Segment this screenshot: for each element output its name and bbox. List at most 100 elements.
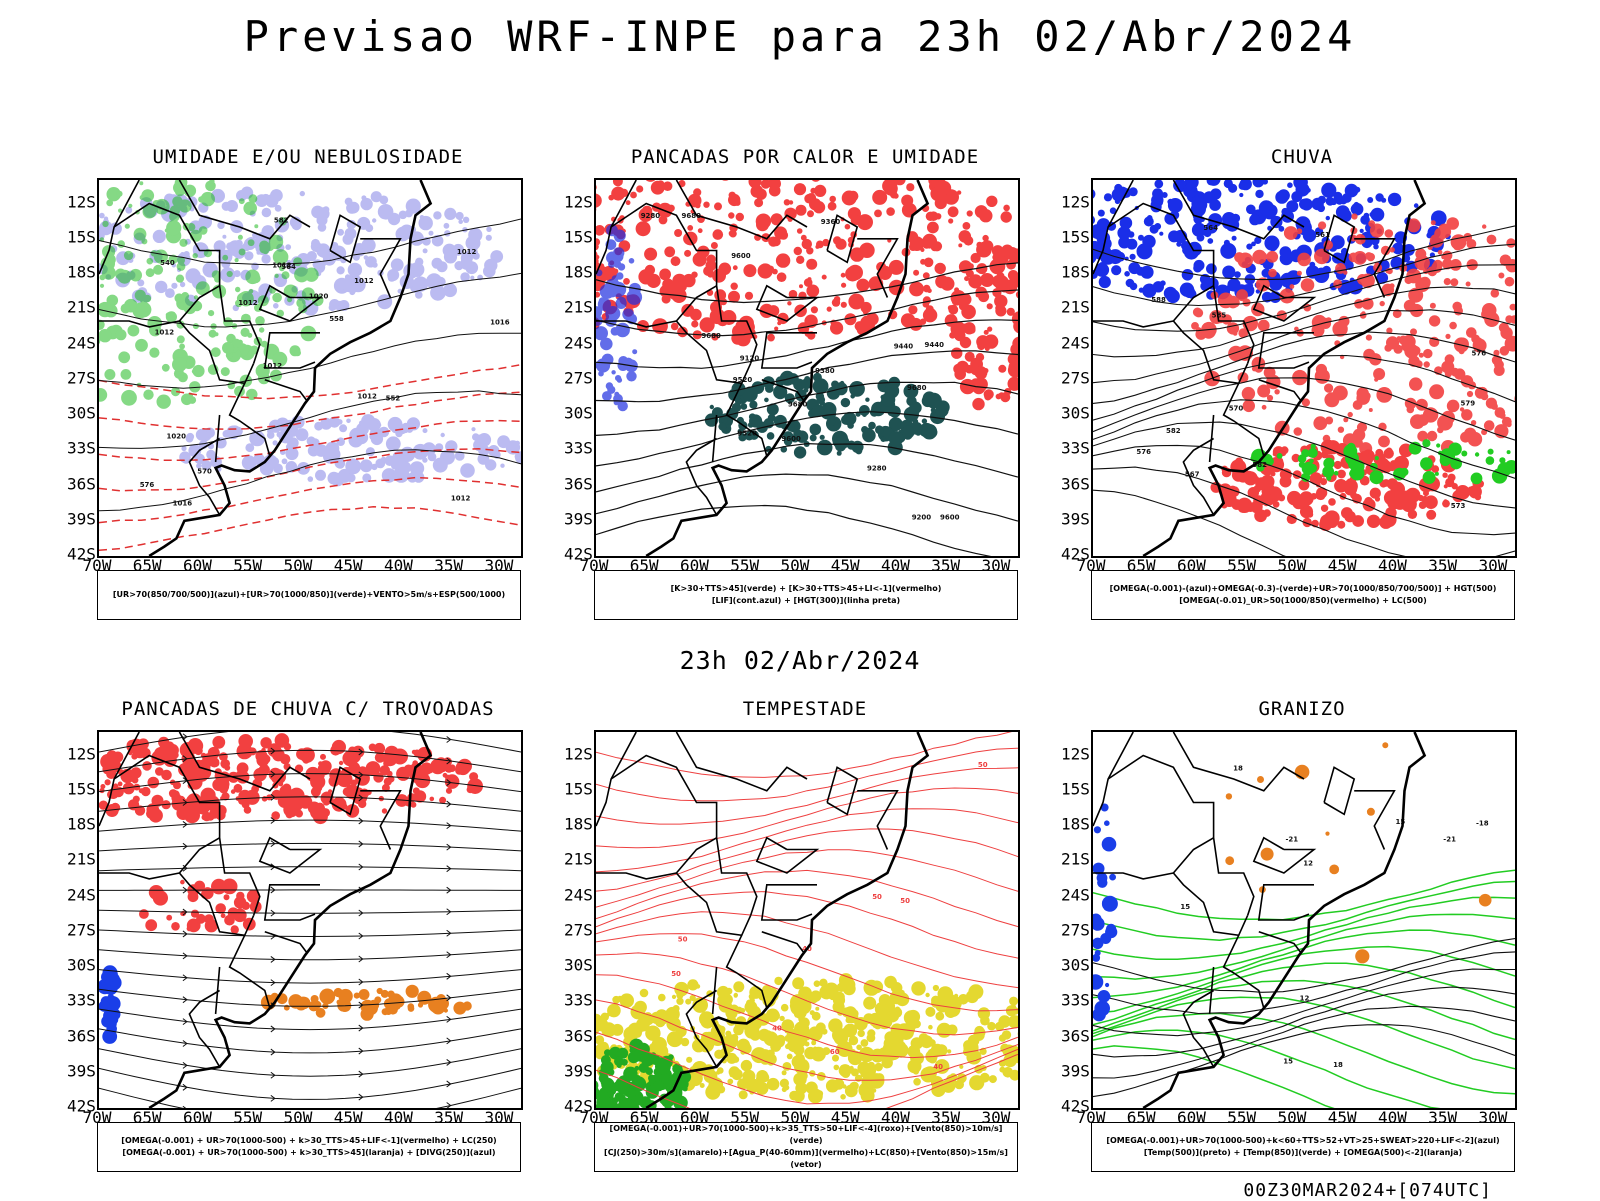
- contour-label: 576: [1472, 350, 1487, 358]
- lat-tick-label: 15S: [1061, 227, 1090, 246]
- lat-tick-label: 30S: [564, 956, 593, 975]
- contour-label: 1012: [451, 495, 471, 503]
- contour-label: 9680: [701, 332, 721, 340]
- lat-tick-label: 30S: [1061, 404, 1090, 423]
- contour-label: 564: [1203, 224, 1218, 232]
- lat-tick-label: 27S: [67, 920, 96, 939]
- legend-caption-line: [OMEGA(-0.001) + UR>70(1000-500) + k>30_…: [98, 1147, 520, 1159]
- legend-caption: [OMEGA(-0.001)+UR>70(1000-500)+k<60+TTS>…: [1091, 1122, 1515, 1172]
- lat-tick-label: 39S: [67, 1061, 96, 1080]
- lat-tick-label: 12S: [67, 192, 96, 211]
- lat-tick-label: 39S: [564, 1061, 593, 1080]
- contour-label: 18: [1333, 1061, 1343, 1069]
- contour-label: -21: [1443, 836, 1456, 844]
- border-line: [1173, 732, 1304, 791]
- contour-label: 12: [1303, 860, 1313, 868]
- contour-label: -18: [1476, 820, 1489, 828]
- border-line: [676, 838, 716, 873]
- contour-label: 9120: [740, 355, 760, 363]
- contour-label: 9440: [925, 341, 945, 349]
- legend-caption-line: [OMEGA(-0.001)+UR>70(1000-500)+k<60+TTS>…: [1092, 1135, 1514, 1147]
- contour-label: 60: [830, 1048, 840, 1056]
- lat-tick-label: 18S: [564, 263, 593, 282]
- contour-label: 552: [386, 395, 401, 403]
- lat-tick-label: 27S: [564, 920, 593, 939]
- panel-title: PANCADAS POR CALOR E UMIDADE: [594, 146, 1016, 168]
- lat-tick-label: 33S: [67, 991, 96, 1010]
- contour-label: 50: [900, 897, 910, 905]
- legend-caption-line: [Temp(500)](preto) + [Temp(850)](verde) …: [1092, 1147, 1514, 1159]
- lat-tick-label: 18S: [1061, 263, 1090, 282]
- contour-label: 9360: [821, 218, 841, 226]
- panel-title: CHUVA: [1091, 146, 1513, 168]
- lat-tick-label: 27S: [1061, 920, 1090, 939]
- contour-label: 9380: [815, 367, 835, 375]
- thunder-red-area: [99, 733, 483, 824]
- contour-label: 1020: [167, 432, 187, 440]
- lat-tick-label: 36S: [564, 474, 593, 493]
- contour-label: 9280: [867, 464, 887, 472]
- lat-tick-label: 30S: [67, 404, 96, 423]
- lat-tick-label: 24S: [67, 885, 96, 904]
- border-line: [99, 873, 179, 879]
- legend-caption-line: [OMEGA(-0.001)-(azul)+OMEGA(-0.3)-(verde…: [1092, 583, 1514, 595]
- thunder-orange-area: [261, 985, 472, 1021]
- contour-label: 579: [1461, 400, 1476, 408]
- lat-tick-label: 12S: [564, 744, 593, 763]
- contour-label: 9440: [894, 342, 914, 350]
- omega-blue-area: [1093, 180, 1451, 303]
- contour-label: 1012: [357, 393, 377, 401]
- lat-tick-label: 21S: [564, 850, 593, 869]
- humidity-blue-band: [179, 414, 521, 486]
- panel-title: TEMPESTADE: [594, 698, 1016, 720]
- contour-label: 582: [1166, 427, 1181, 435]
- border-line: [757, 838, 817, 873]
- lat-tick-label: 12S: [1061, 192, 1090, 211]
- lat-tick-label: 15S: [1061, 779, 1090, 798]
- contour-label: 50: [671, 970, 681, 978]
- map-svg: [99, 732, 521, 1108]
- lat-tick-label: 27S: [564, 368, 593, 387]
- legend-caption: [OMEGA(-0.001)+UR>70(1000-500)+k>35_TTS>…: [594, 1122, 1018, 1172]
- legend-caption-line: [LIF](cont.azul) + [HGT(300)](linha pret…: [595, 595, 1017, 607]
- contour-label: 15: [1180, 903, 1190, 911]
- lat-tick-label: 12S: [67, 744, 96, 763]
- lat-tick-label: 15S: [564, 227, 593, 246]
- streamlines: [99, 732, 521, 1108]
- border-line: [676, 732, 807, 791]
- lat-tick-label: 30S: [67, 956, 96, 975]
- legend-caption-line: [K>30+TTS>45](verde) + [K>30+TTS>45+LI<-…: [595, 583, 1017, 595]
- legend-caption: [K>30+TTS>45](verde) + [K>30+TTS>45+LI<-…: [594, 570, 1018, 620]
- contour-label: 9600: [940, 513, 960, 521]
- lat-tick-label: 33S: [564, 991, 593, 1010]
- contour-label: 18: [1233, 764, 1243, 772]
- lat-tick-label: 36S: [1061, 1026, 1090, 1045]
- forecast-time: 23h 02/Abr/2024: [0, 646, 1600, 675]
- lat-tick-label: 18S: [564, 815, 593, 834]
- contour-label: 1012: [238, 299, 258, 307]
- lat-tick-label: 12S: [564, 192, 593, 211]
- contour-label: 588: [1151, 296, 1166, 304]
- lat-tick-label: 39S: [564, 509, 593, 528]
- contour-label: 50: [678, 936, 688, 944]
- border-line: [1173, 838, 1213, 873]
- main-title: Previsao WRF-INPE para 23h 02/Abr/2024: [0, 12, 1600, 61]
- lat-tick-label: 15S: [67, 227, 96, 246]
- lat-tick-label: 33S: [564, 439, 593, 458]
- contour-label: 12: [1300, 995, 1310, 1003]
- contour-label: -21: [1286, 836, 1299, 844]
- border-line: [611, 756, 757, 916]
- contour-label: 9200: [912, 514, 932, 522]
- lat-tick-label: 18S: [1061, 815, 1090, 834]
- contour-label: 15: [1283, 1058, 1293, 1066]
- legend-caption: [OMEGA(-0.001)-(azul)+OMEGA(-0.3)-(verde…: [1091, 570, 1515, 620]
- border-line: [1259, 932, 1301, 953]
